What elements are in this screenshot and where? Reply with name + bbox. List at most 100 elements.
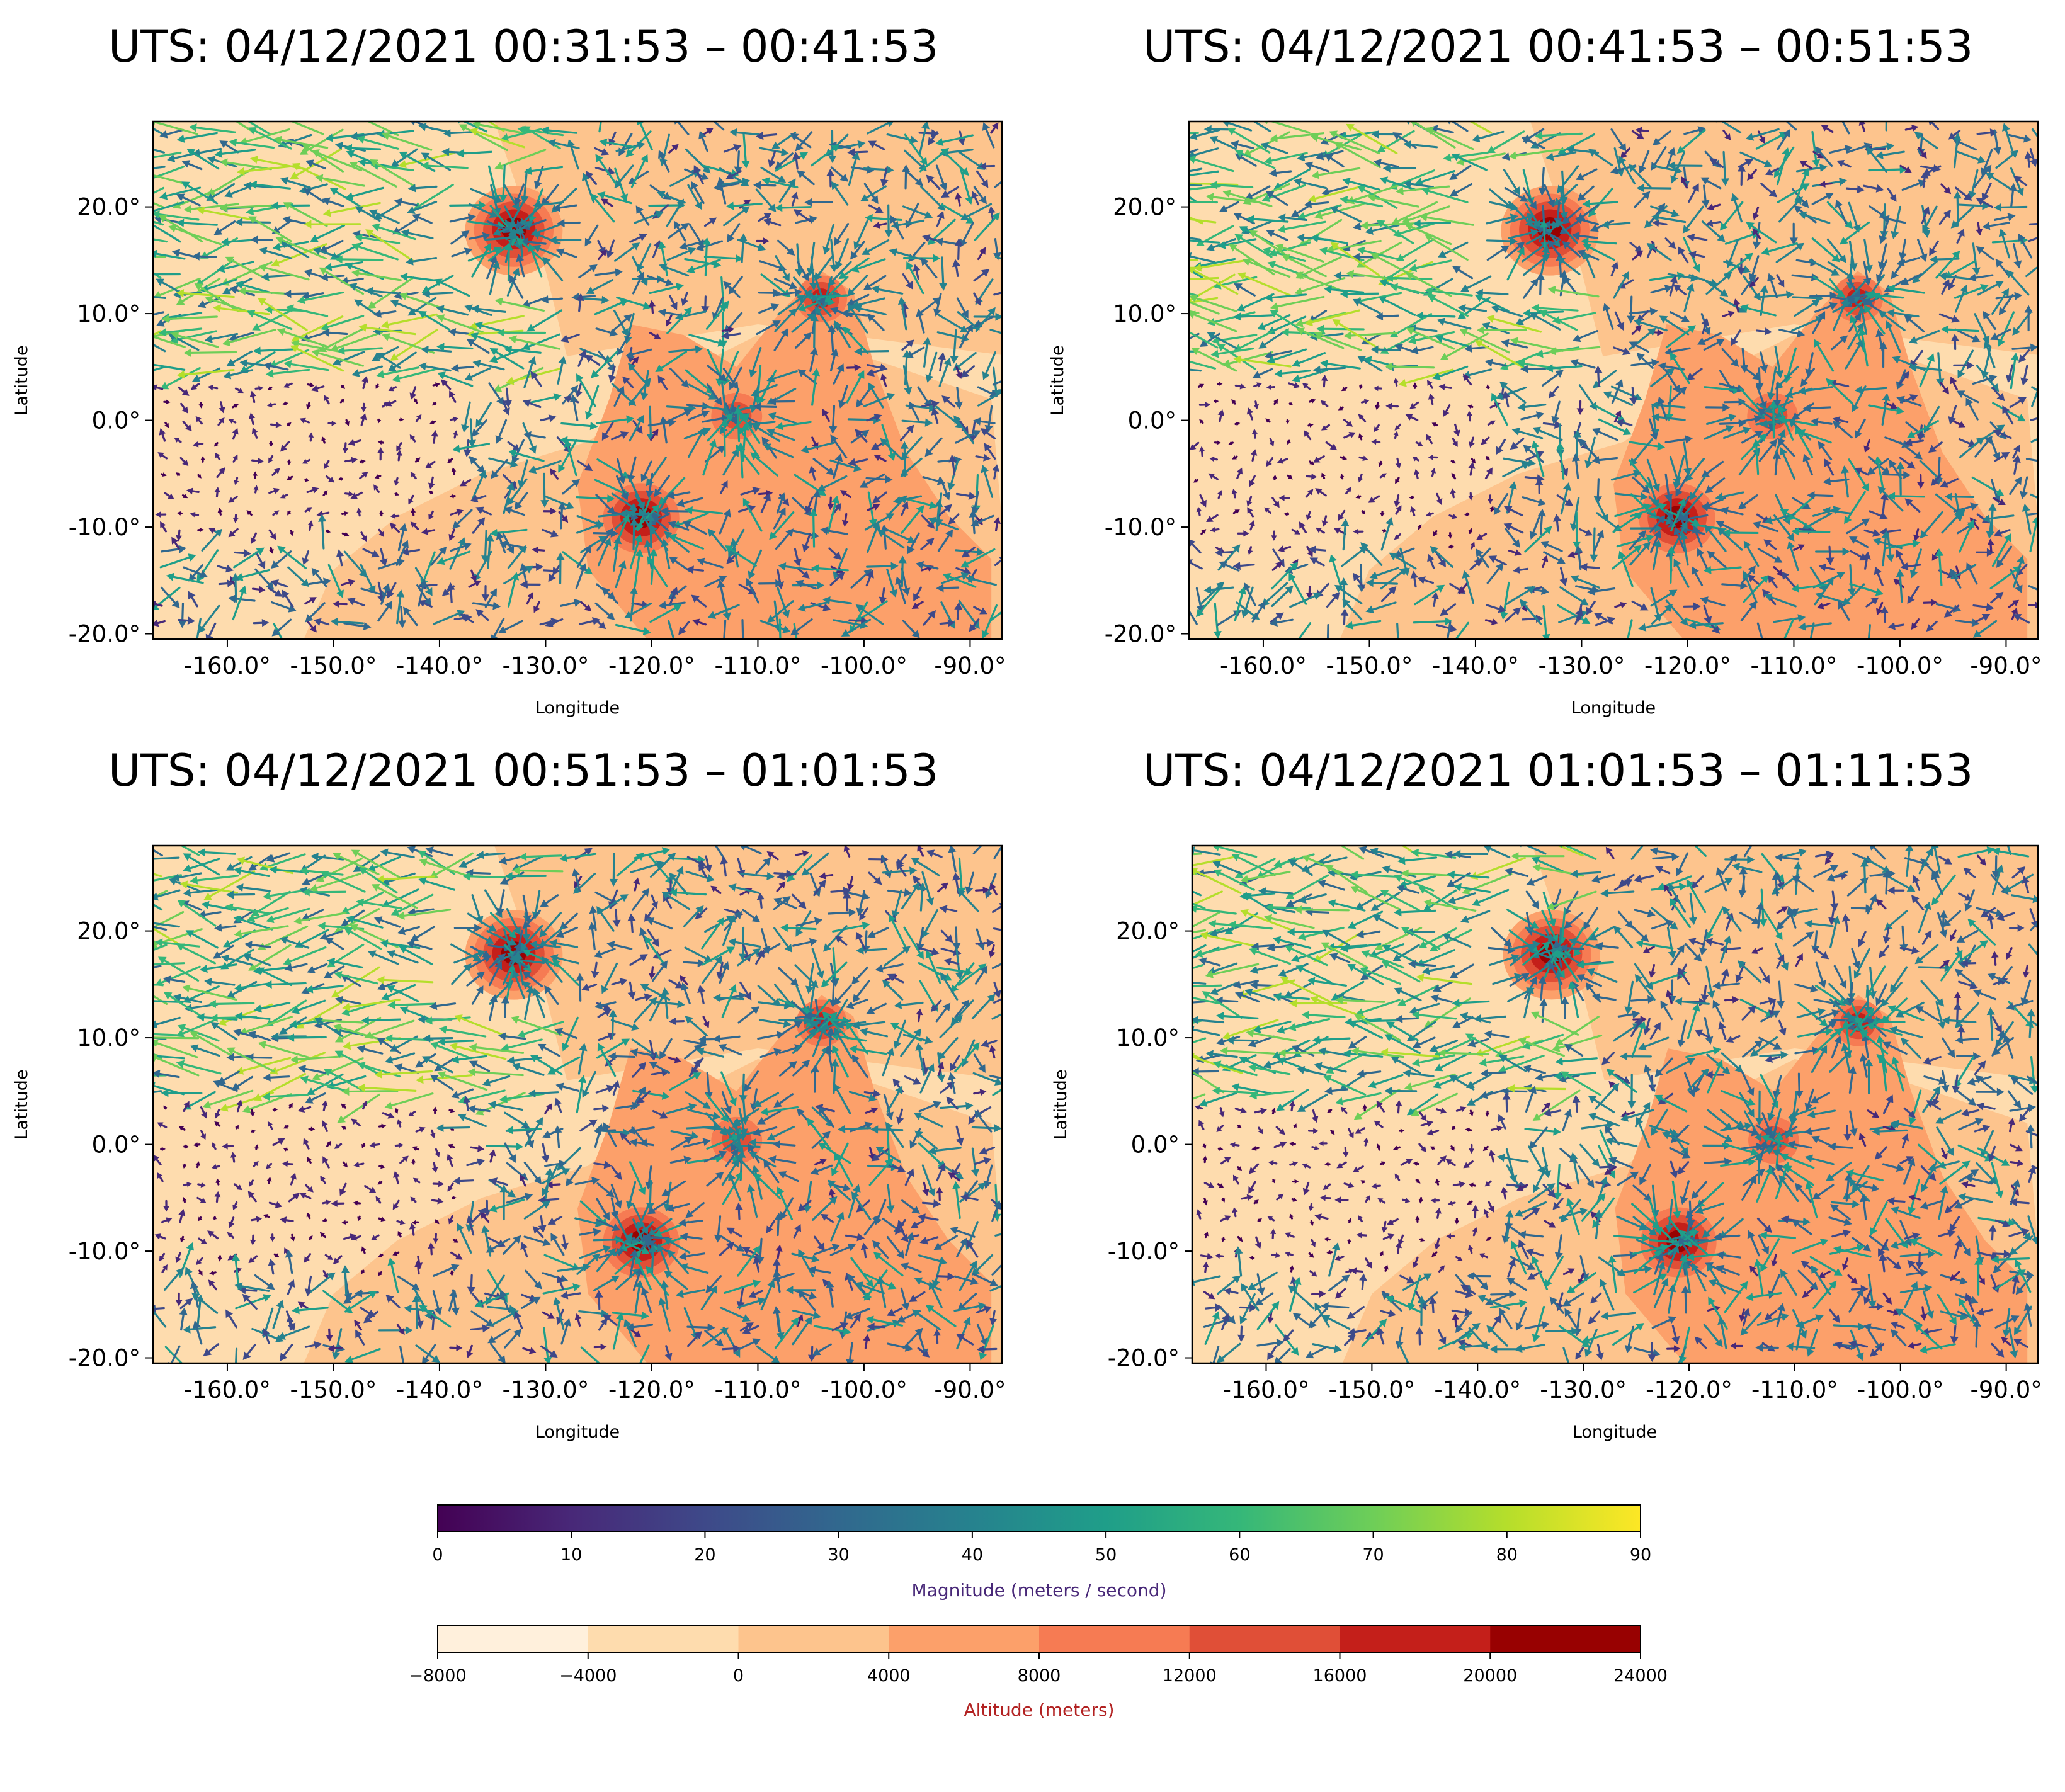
wind-arrow [857, 350, 889, 353]
wind-arrowhead [984, 443, 992, 452]
wind-arrowhead [407, 184, 416, 193]
wind-arrowhead [971, 506, 980, 515]
wind-arrowhead [1855, 429, 1862, 439]
wind-arrow [529, 309, 563, 331]
wind-arrow [812, 297, 832, 317]
wind-arrow [1721, 201, 1744, 229]
wind-arrow [1590, 187, 1613, 215]
wind-arrow [1683, 441, 1690, 473]
wind-arrowhead [1338, 514, 1345, 521]
wind-arrow [1210, 311, 1256, 324]
wind-arrowhead [601, 198, 609, 205]
wind-arrowhead [1346, 487, 1351, 493]
wind-arrow [704, 241, 708, 276]
wind-arrowhead [1816, 152, 1824, 159]
wind-arrowhead [1740, 304, 1749, 312]
wind-arrow [814, 567, 849, 572]
wind-arrowhead [806, 312, 816, 321]
wind-arrowhead [1634, 245, 1642, 253]
wind-arrowhead [1682, 225, 1691, 234]
wind-arrowhead [1928, 122, 1935, 126]
wind-arrow [630, 157, 647, 188]
wind-arrowhead [477, 517, 486, 526]
wind-arrowhead [1983, 340, 1992, 349]
wind-arrowhead [1611, 261, 1618, 270]
wind-arrowhead [1516, 246, 1525, 256]
wind-arrowhead [598, 621, 606, 630]
wind-arrowhead [686, 265, 695, 274]
wind-arrowhead [219, 406, 225, 414]
wind-arrow [523, 240, 547, 245]
wind-arrow [1355, 300, 1381, 314]
wind-arrowhead [1984, 435, 1993, 445]
wind-arrowhead [804, 289, 812, 298]
wind-arrowhead [329, 188, 339, 196]
wind-arrowhead [1596, 530, 1605, 538]
wind-arrowhead [273, 135, 282, 144]
wind-arrow [1786, 347, 1797, 380]
wind-arrowhead [827, 503, 834, 511]
wind-arrow [1314, 237, 1348, 244]
wind-arrowhead [283, 202, 292, 210]
wind-arrowhead [1239, 226, 1248, 234]
wind-arrow [1606, 392, 1634, 406]
wind-arrow [589, 279, 614, 293]
wind-arrow [648, 472, 654, 495]
wind-arrowhead [701, 306, 710, 314]
wind-arrow [544, 129, 577, 134]
wind-arrow [1423, 216, 1474, 226]
wind-arrow [1662, 317, 1690, 336]
wind-arrowhead [1777, 404, 1785, 414]
wind-arrowhead [1957, 370, 1965, 378]
wind-arrowhead [1562, 276, 1571, 285]
wind-arrowhead [526, 324, 535, 332]
wind-arrowhead [804, 198, 812, 207]
wind-arrowhead [1940, 480, 1948, 488]
wind-arrowhead [924, 211, 933, 219]
wind-arrowhead [315, 174, 324, 183]
wind-arrow [1308, 309, 1360, 324]
wind-arrow [439, 307, 469, 316]
wind-arrowhead [1304, 318, 1314, 327]
wind-arrow [629, 348, 652, 356]
wind-arrowhead [873, 414, 882, 422]
wind-arrow [1522, 169, 1532, 202]
wind-arrowhead [649, 548, 658, 557]
wind-arrow [1751, 255, 1760, 278]
wind-arrowhead [153, 249, 157, 258]
wind-arrow [487, 536, 491, 569]
wind-arrowhead [1159, 276, 1167, 284]
wind-arrowhead [717, 445, 725, 454]
wind-arrow [682, 240, 706, 248]
wind-arrow [703, 256, 740, 260]
wind-arrowhead [817, 297, 826, 306]
wind-arrow [1189, 268, 1203, 278]
wind-arrowhead [303, 188, 312, 196]
wind-arrowhead [1277, 213, 1286, 222]
wind-arrowhead [1189, 294, 1198, 302]
wind-arrow [1890, 311, 1920, 318]
wind-arrowhead [168, 493, 174, 500]
wind-arrowhead [654, 488, 662, 497]
wind-arrowhead [198, 404, 203, 409]
wind-arrow [410, 200, 438, 213]
wind-arrowhead [1747, 173, 1755, 181]
wind-arrowhead [567, 139, 576, 148]
wind-arrowhead [1680, 514, 1689, 523]
wind-arrowhead [741, 422, 750, 431]
wind-arrow [1579, 203, 1600, 220]
wind-arrowhead [1678, 512, 1686, 521]
wind-arrow [2008, 133, 2028, 140]
wind-arrowhead [1993, 203, 2001, 212]
wind-arrowhead [1651, 358, 1659, 367]
wind-arrowhead [204, 334, 213, 343]
wind-arrowhead [1265, 351, 1273, 360]
wind-arrowhead [1547, 285, 1556, 294]
wind-arrowhead [646, 490, 654, 499]
wind-arrowhead [936, 210, 945, 220]
wind-arrow [1953, 136, 1959, 169]
wind-arrowhead [904, 387, 913, 395]
wind-arrowhead [1427, 380, 1433, 386]
wind-arrow [850, 570, 870, 589]
wind-arrowhead [1951, 315, 1960, 323]
